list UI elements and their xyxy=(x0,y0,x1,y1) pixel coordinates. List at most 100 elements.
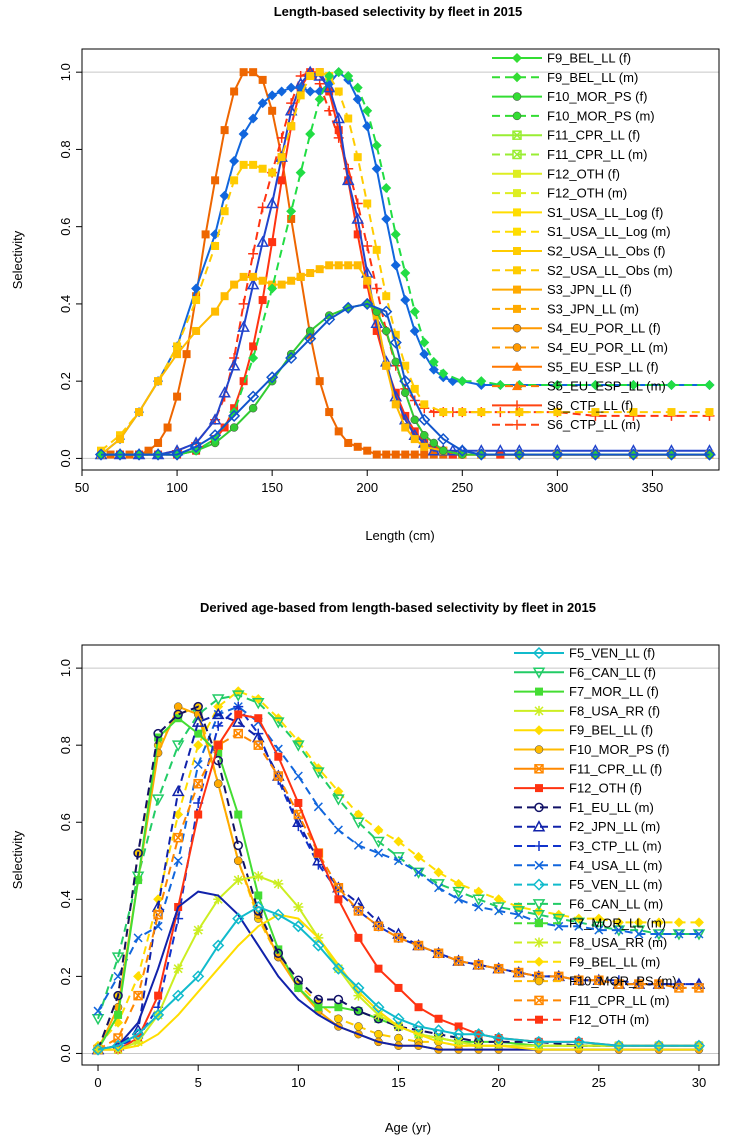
legend-entry: F7_MOR_LL (f) xyxy=(514,684,659,699)
data-point xyxy=(315,68,324,77)
data-point xyxy=(208,413,222,425)
data-point xyxy=(172,989,185,1002)
data-point xyxy=(173,809,184,820)
data-point xyxy=(144,446,153,455)
legend-entry: S2_USA_LL_Obs (f) xyxy=(492,244,666,259)
age-chart-title: Derived age-based from length-based sele… xyxy=(200,600,596,615)
data-point xyxy=(257,202,268,213)
data-point xyxy=(401,423,410,432)
legend-entry: F12_OTH (m) xyxy=(514,1012,649,1027)
data-point xyxy=(153,894,164,905)
legend-label: F5_VEN_LL (f) xyxy=(569,646,655,661)
data-point xyxy=(229,156,240,167)
data-point xyxy=(296,272,305,281)
legend-marker xyxy=(512,130,522,140)
data-point xyxy=(589,448,602,461)
legend-entry: F12_OTH (f) xyxy=(492,166,620,181)
data-point xyxy=(457,376,468,387)
data-point xyxy=(394,983,403,992)
legend-label: F7_MOR_LL (m) xyxy=(569,916,666,931)
data-point xyxy=(151,794,165,806)
data-point xyxy=(334,126,343,135)
y-tick-label: 0.8 xyxy=(58,140,73,158)
data-point xyxy=(414,1003,423,1012)
data-point xyxy=(344,261,353,270)
data-point xyxy=(352,981,365,994)
legend-entry: F12_OTH (f) xyxy=(514,781,642,796)
y-tick-label: 0.6 xyxy=(58,813,73,831)
data-point xyxy=(654,979,664,989)
data-point xyxy=(285,351,298,365)
legend-entry: S4_EU_POR_LL (m) xyxy=(492,340,668,355)
data-point xyxy=(248,352,259,363)
data-point xyxy=(371,140,382,151)
data-point xyxy=(257,98,268,109)
data-point xyxy=(452,1028,465,1041)
legend-label: S2_USA_LL_Obs (f) xyxy=(547,244,666,259)
data-point xyxy=(381,326,391,336)
data-point xyxy=(293,771,303,781)
legend-label: F11_CPR_LL (m) xyxy=(569,993,669,1008)
data-point xyxy=(653,917,664,928)
data-point xyxy=(211,707,225,720)
legend-marker xyxy=(534,745,544,754)
legend-entry: F11_CPR_LL (f) xyxy=(492,128,640,143)
data-point xyxy=(334,895,343,904)
data-point xyxy=(151,448,165,461)
legend-label: F7_MOR_LL (f) xyxy=(569,684,659,699)
data-point xyxy=(220,292,229,301)
data-point xyxy=(475,448,488,461)
data-point xyxy=(173,350,182,359)
data-point xyxy=(132,448,146,461)
legend-label: S4_EU_POR_LL (f) xyxy=(547,321,661,336)
data-point xyxy=(533,1040,544,1051)
legend-entry: F7_MOR_LL (m) xyxy=(514,916,666,931)
data-point xyxy=(390,229,401,240)
legend-label: S4_EU_POR_LL (m) xyxy=(547,340,668,355)
age-y-axis-label: Selectivity xyxy=(10,830,25,889)
data-point xyxy=(473,960,484,970)
data-point xyxy=(248,113,259,124)
legend-entry: S6_CTP_LL (m) xyxy=(492,417,640,432)
data-point xyxy=(213,720,224,731)
data-point xyxy=(353,261,362,270)
data-point xyxy=(474,902,484,912)
data-point xyxy=(294,983,303,992)
data-point xyxy=(572,1035,585,1048)
legend-label: F8_USA_RR (f) xyxy=(569,703,660,718)
data-point xyxy=(252,900,265,914)
data-point xyxy=(305,326,315,336)
data-point xyxy=(334,1014,343,1024)
legend-marker xyxy=(512,343,522,352)
x-tick-label: 0 xyxy=(94,1075,101,1090)
age-selectivity-panel: Derived age-based from length-based sele… xyxy=(10,600,720,1135)
data-point xyxy=(239,160,248,169)
data-point xyxy=(154,991,163,1000)
data-point xyxy=(614,925,624,935)
data-point xyxy=(154,438,163,447)
data-point xyxy=(249,342,258,351)
data-point xyxy=(393,836,404,847)
data-point xyxy=(193,740,204,751)
length-selectivity-panel: Length-based selectivity by fleet in 201… xyxy=(10,4,720,543)
data-point xyxy=(472,1028,485,1041)
data-point xyxy=(391,400,400,409)
legend-marker xyxy=(535,784,543,793)
data-point xyxy=(373,1009,384,1020)
data-point xyxy=(476,376,487,387)
data-point xyxy=(334,1003,343,1012)
data-point xyxy=(211,241,220,250)
data-point xyxy=(439,446,448,455)
legend-marker xyxy=(513,304,521,313)
legend-label: F11_CPR_LL (f) xyxy=(547,128,640,143)
data-point xyxy=(133,971,144,982)
data-point xyxy=(292,740,305,752)
data-point xyxy=(277,176,286,185)
y-tick-label: 0.2 xyxy=(58,967,73,985)
length-y-axis: 0.0 0.2 0.4 0.6 0.8 1.0 xyxy=(58,63,82,467)
data-point xyxy=(381,183,392,194)
data-point xyxy=(704,380,715,391)
data-point xyxy=(351,212,364,224)
data-point xyxy=(532,1035,545,1048)
data-point xyxy=(332,962,345,975)
